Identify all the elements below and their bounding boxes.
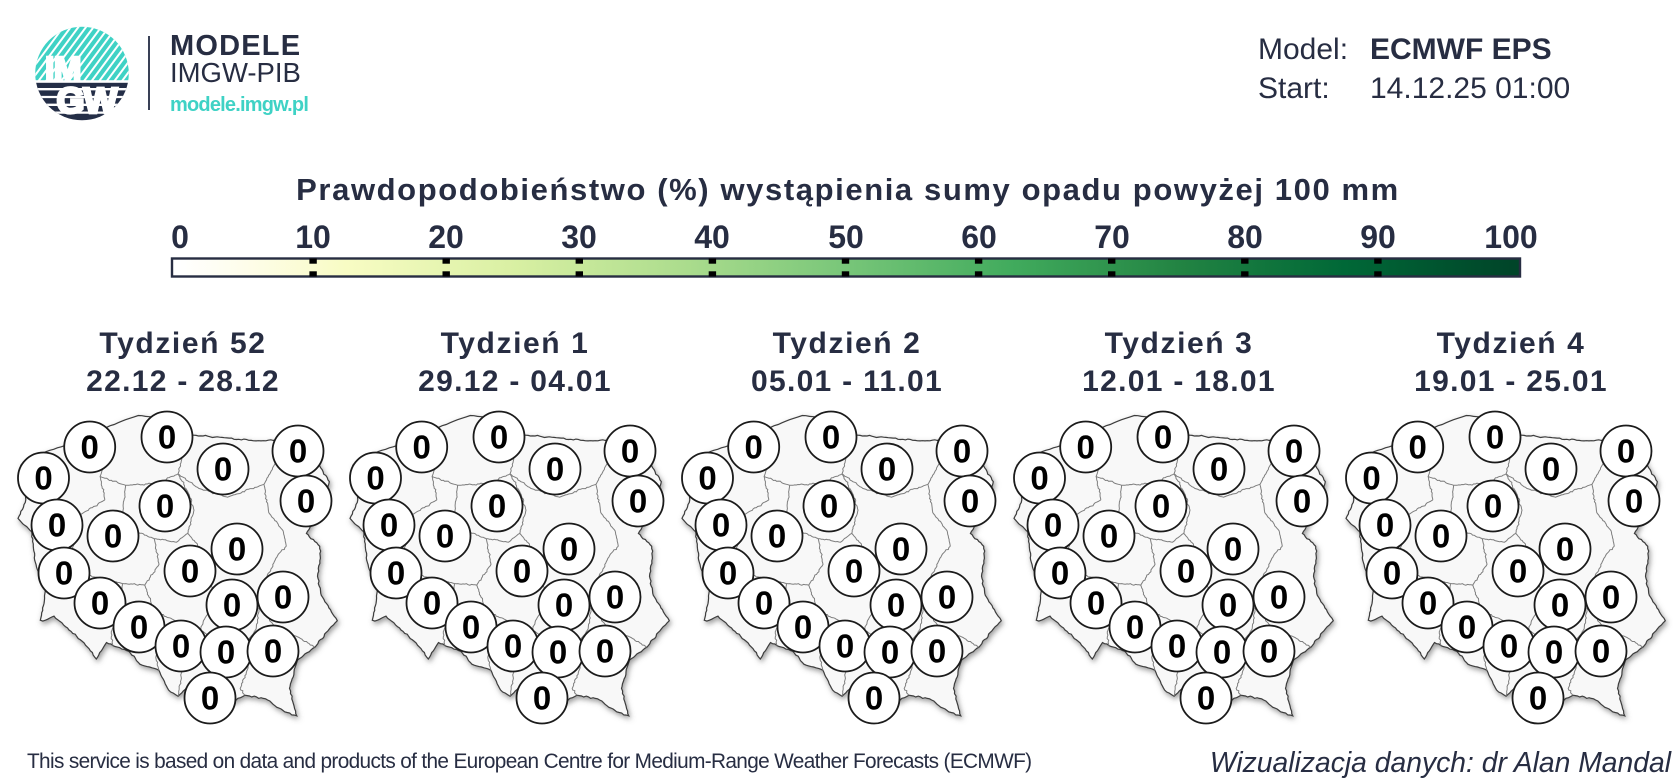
- svg-text:IM: IM: [45, 50, 81, 87]
- svg-text:GW: GW: [57, 80, 118, 121]
